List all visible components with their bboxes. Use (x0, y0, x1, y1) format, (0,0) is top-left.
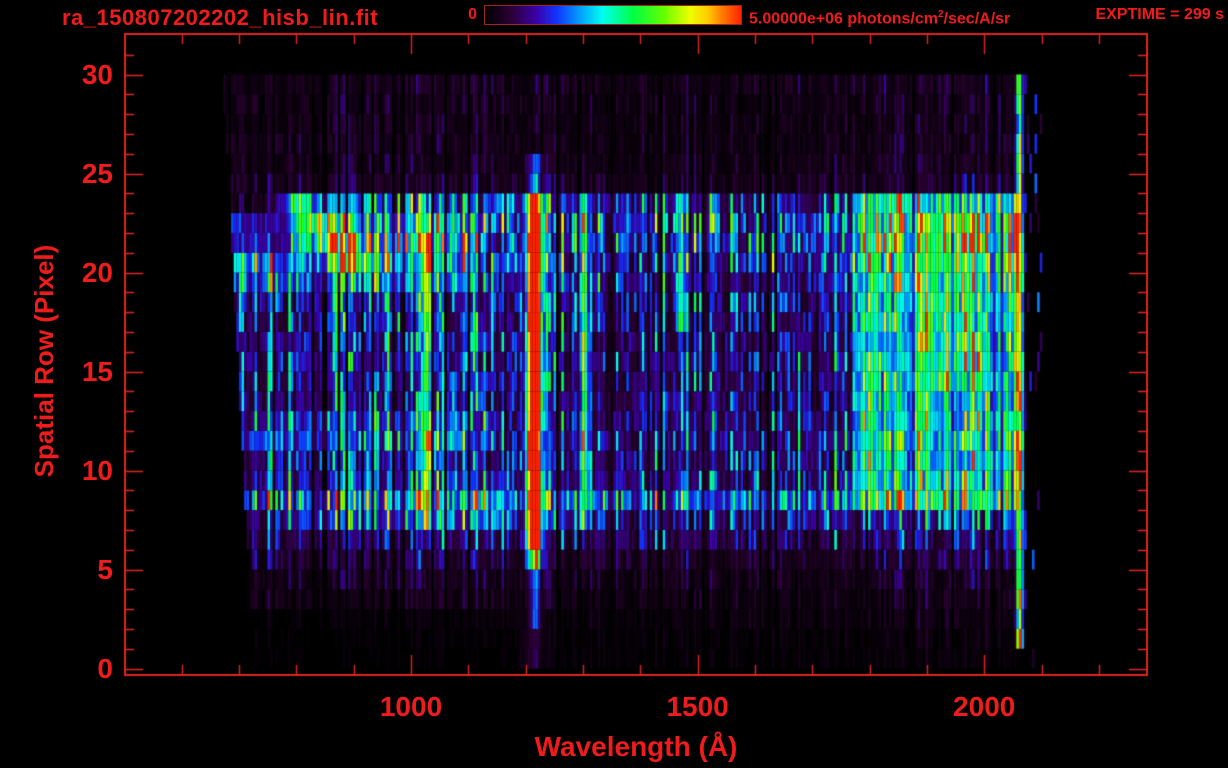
exptime-label: EXPTIME = 299 s (1095, 6, 1224, 23)
x-tick-label-2000: 2000 (953, 691, 1016, 722)
colorbar-gradient (484, 5, 742, 25)
colorbar-min-label: 0 (468, 6, 477, 23)
y-tick-label-25: 25 (81, 157, 113, 189)
y-tick-label-15: 15 (81, 355, 113, 387)
x-axis-title: Wavelength (Å) (534, 731, 738, 762)
x-tick-label-1000: 1000 (379, 691, 443, 722)
x-tick-label-1500: 1500 (666, 691, 729, 722)
colorbar-units-superscript: 2 (937, 9, 944, 20)
y-tick-label-30: 30 (81, 58, 113, 90)
colorbar-units-suffix: /sec/A/sr (943, 10, 1011, 28)
y-tick-label-20: 20 (81, 256, 113, 288)
colorbar-max-value: 5.00000e+06 photons/cm (749, 10, 938, 28)
y-tick-label-5: 5 (97, 553, 113, 585)
file-title: ra_150807202202_hisb_lin.fit (62, 5, 379, 30)
colorbar-max-label: 5.00000e+06 photons/cm2/sec/A/sr (749, 5, 1011, 28)
y-tick-label-10: 10 (81, 454, 113, 486)
y-tick-label-0: 0 (97, 652, 113, 684)
